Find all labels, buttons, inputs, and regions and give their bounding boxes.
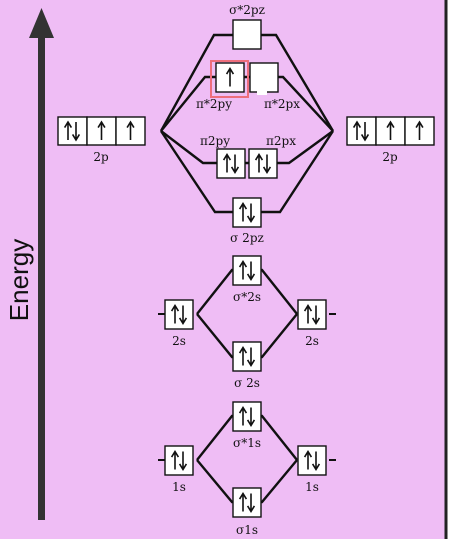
orbital-pi-2p: π2py π2px [200, 134, 296, 179]
orbital-label: σ1s [236, 523, 258, 537]
orbital-label: σ 2s [234, 376, 260, 390]
atomic-orbital-left-1s: 1s [164, 445, 194, 494]
atomic-orbital-left-2s: 2s [164, 299, 194, 348]
orbital-sigma-1s: σ1s [232, 487, 262, 537]
orbital-label: σ 2pz [230, 231, 264, 245]
orbital-label-pi-2py: π2py [200, 134, 230, 148]
orbital-label-pi-star-2py: π*2py [196, 97, 232, 111]
atomic-label: 2p [93, 150, 109, 164]
orbital-label-pi-star-2px: π*2px [264, 97, 300, 111]
orbital-sigma-star-1s: σ*1s [232, 401, 262, 450]
orbital-label: σ*1s [233, 436, 261, 450]
orbital-label-pi-2px: π2px [266, 134, 296, 148]
energy-axis-label: Energy [4, 239, 34, 321]
orbital-sigma-2pz: σ 2pz [230, 197, 264, 245]
atomic-label: 1s [172, 480, 186, 494]
highlight-frame [210, 60, 249, 98]
atomic-orbital-right-2s: 2s [297, 299, 327, 348]
atomic-label: 1s [305, 480, 319, 494]
atomic-orbital-right-2p: 2p [346, 116, 435, 164]
orbital-sigma-star-2s: σ*2s [232, 255, 262, 304]
orbital-label: σ*2s [233, 290, 261, 304]
atomic-orbital-left-2p: 2p [57, 116, 146, 164]
orbital-pi-star-2p: π*2py π*2px [196, 62, 300, 111]
atomic-orbital-right-1s: 1s [297, 445, 327, 494]
energy-axis: Energy [4, 8, 54, 520]
orbital-label: σ*2pz [229, 3, 265, 17]
energy-axis-shaft [38, 30, 45, 520]
atomic-label: 2s [305, 334, 319, 348]
atomic-label: 2s [172, 334, 186, 348]
atomic-label: 2p [382, 150, 398, 164]
atomic-level-stubs [158, 313, 336, 461]
orbital-sigma-2s: σ 2s [232, 341, 262, 390]
orbital-sigma-star-2pz: σ*2pz [229, 3, 265, 50]
energy-axis-arrowhead [29, 8, 54, 38]
